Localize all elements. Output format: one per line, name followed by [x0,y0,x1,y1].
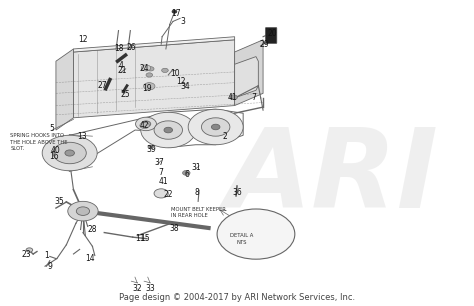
Circle shape [26,248,33,252]
Circle shape [172,10,177,13]
Text: 18: 18 [114,44,123,54]
Text: 40: 40 [51,146,61,155]
Text: 21: 21 [118,66,127,75]
Circle shape [211,124,220,130]
Text: 41: 41 [159,177,168,186]
Circle shape [182,170,190,175]
Text: 11: 11 [135,234,145,243]
Circle shape [230,95,237,100]
Text: 25: 25 [121,90,130,99]
Text: 31: 31 [192,163,201,172]
Text: 9: 9 [47,262,52,271]
Circle shape [141,121,151,127]
Circle shape [141,112,196,148]
Polygon shape [73,40,235,118]
Text: 19: 19 [142,84,152,93]
Text: 41: 41 [228,93,237,103]
Circle shape [65,150,74,156]
Text: 7: 7 [251,93,256,103]
Text: 29: 29 [260,40,269,49]
Polygon shape [73,37,235,52]
Text: 35: 35 [55,197,64,207]
Circle shape [68,201,98,221]
Text: 33: 33 [146,284,155,293]
Circle shape [144,83,155,90]
Text: 1: 1 [44,251,49,260]
Polygon shape [56,49,73,130]
Circle shape [201,118,230,136]
Text: 2: 2 [223,132,228,141]
Polygon shape [235,40,263,106]
Text: 39: 39 [147,145,156,155]
Text: 28: 28 [88,225,97,234]
Circle shape [141,65,151,71]
Circle shape [188,109,243,145]
Circle shape [53,142,86,164]
Circle shape [154,121,182,139]
Text: 5: 5 [50,124,55,133]
Text: 37: 37 [154,158,164,167]
Text: 17: 17 [172,9,181,18]
Text: 10: 10 [171,69,180,78]
Circle shape [162,68,168,73]
Text: 32: 32 [133,284,142,293]
Text: 12: 12 [78,35,88,44]
Text: ARI: ARI [225,124,438,231]
Text: 3: 3 [180,17,185,26]
Circle shape [136,117,156,131]
FancyBboxPatch shape [265,28,277,43]
Text: 36: 36 [232,188,242,197]
Text: SPRING HOOKS INTO
THE HOLE ABOVE THE
SLOT.: SPRING HOOKS INTO THE HOLE ABOVE THE SLO… [10,133,68,151]
Text: 22: 22 [164,190,173,199]
Circle shape [147,67,154,71]
Text: 24: 24 [140,64,149,73]
Circle shape [146,73,153,77]
Text: 42: 42 [140,121,149,130]
Text: 16: 16 [50,151,59,161]
Text: 6: 6 [185,170,190,179]
Text: 4: 4 [118,61,123,70]
Text: 7: 7 [159,168,164,177]
Text: 23: 23 [21,250,31,259]
Circle shape [154,189,168,198]
Text: 26: 26 [127,43,137,52]
Text: 13: 13 [77,132,86,141]
Text: 15: 15 [140,234,149,243]
Text: 38: 38 [170,224,179,233]
Text: 27: 27 [97,81,107,90]
Polygon shape [235,57,258,98]
Text: DETAIL A
NTS: DETAIL A NTS [230,233,254,245]
Circle shape [164,127,173,133]
Circle shape [140,122,149,129]
Circle shape [217,209,295,259]
Circle shape [76,207,90,215]
Text: 12: 12 [176,76,186,86]
Text: Page design © 2004-2017 by ARI Network Services, Inc.: Page design © 2004-2017 by ARI Network S… [119,293,355,302]
Circle shape [148,145,154,149]
Text: MOUNT BELT KEEPER
IN REAR HOLE: MOUNT BELT KEEPER IN REAR HOLE [171,207,226,218]
Text: 14: 14 [85,254,95,263]
Text: 20: 20 [268,29,277,38]
Text: 8: 8 [194,188,199,197]
Circle shape [42,135,97,171]
Text: 34: 34 [180,82,190,91]
